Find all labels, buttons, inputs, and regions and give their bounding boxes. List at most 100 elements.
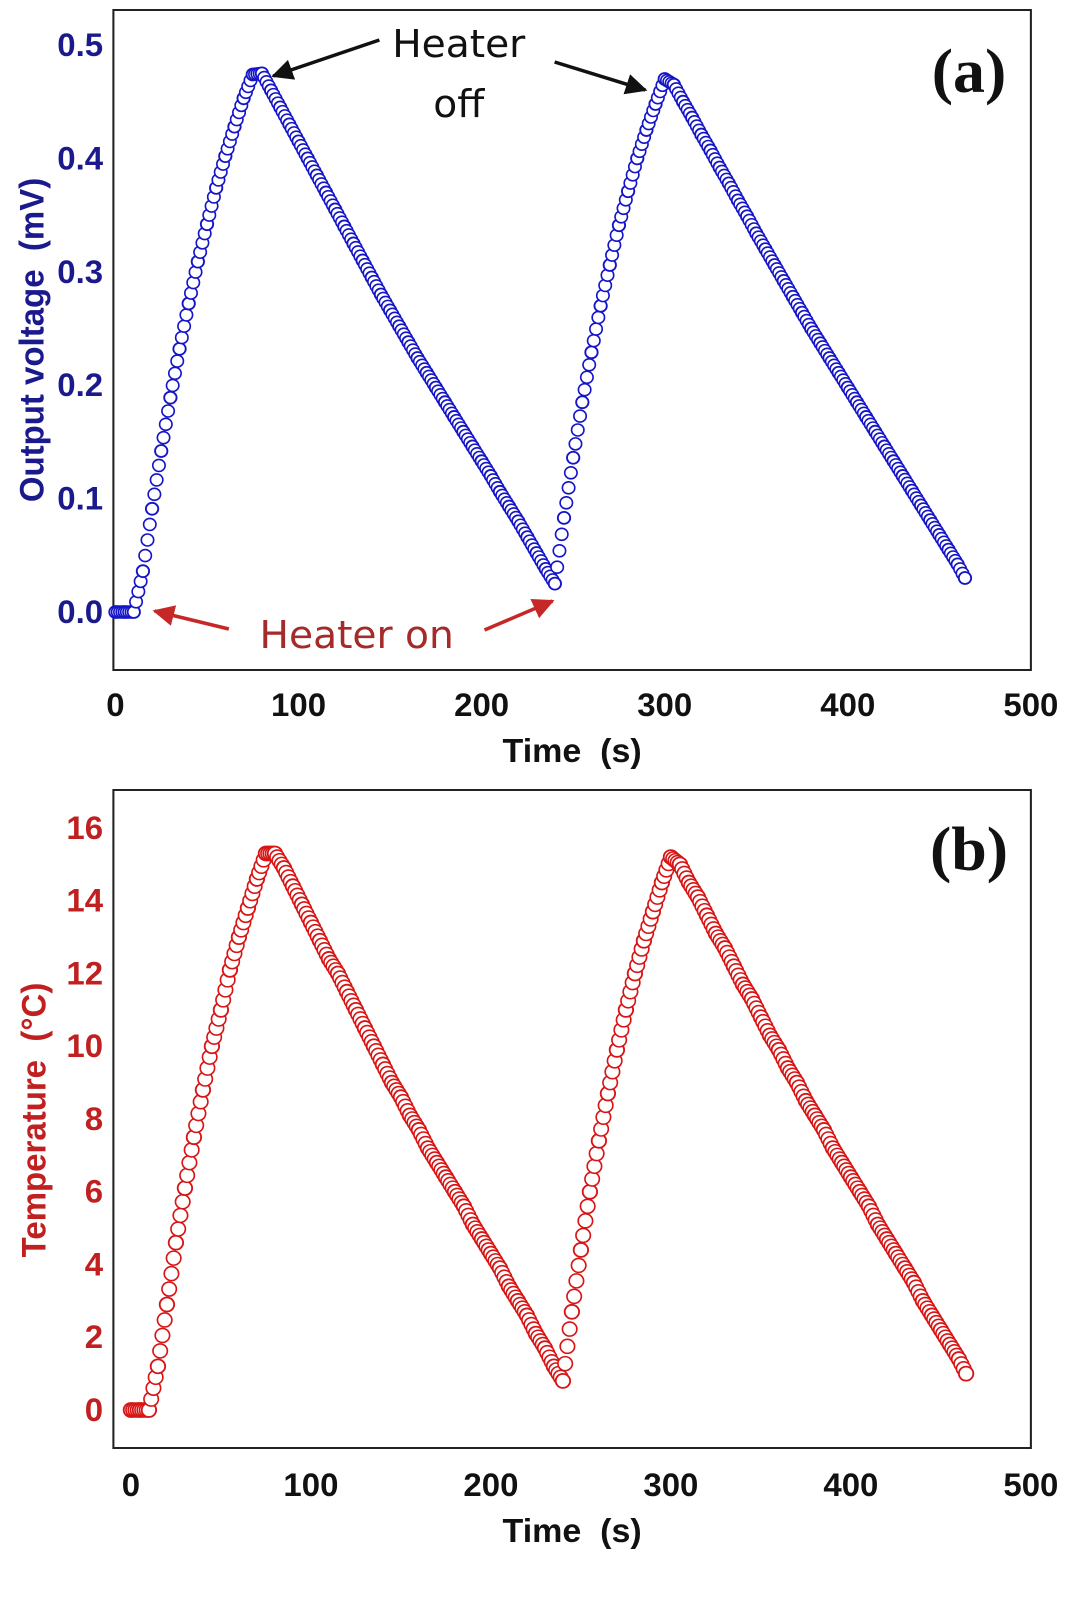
data-point-interpolated	[588, 1145, 605, 1162]
data-point-interpolated	[179, 308, 194, 322]
y-tick-label: 0.2	[57, 368, 103, 403]
data-point-interpolated	[568, 1273, 585, 1289]
y-tick-label: 12	[66, 956, 103, 991]
data-point-interpolated	[570, 423, 585, 437]
x-tick-labels-a: 0 100 200 300 400 500	[106, 687, 1058, 722]
y-tick-labels-b: 0 2 4 6 8 10 12 14 16	[66, 810, 103, 1427]
data-point-interpolated	[183, 1142, 200, 1158]
data-point-interpolated	[151, 458, 166, 473]
data-point-interpolated	[591, 310, 606, 325]
data-point-interpolated	[142, 517, 157, 532]
data-point-interpolated	[165, 1250, 182, 1266]
data-point	[581, 1183, 599, 1200]
data-point-interpolated	[174, 330, 189, 345]
y-tick-label: 0.3	[57, 254, 103, 289]
y-axis-title-b: Temperature (°C)	[16, 983, 54, 1258]
data-points-b	[122, 845, 975, 1418]
data-point	[149, 1358, 167, 1375]
data-point-interpolated	[149, 473, 164, 487]
y-tick-label: 0.0	[57, 594, 103, 629]
x-axis-title-b: Time (s)	[503, 1513, 642, 1549]
data-point	[154, 444, 169, 458]
annotation-heater-off-line2: off	[433, 83, 485, 127]
data-point	[547, 576, 562, 591]
panel-label-b: (b)	[930, 815, 1008, 884]
data-point	[172, 342, 187, 356]
data-point-interpolated	[561, 481, 576, 495]
data-point	[556, 510, 572, 525]
data-point-interpolated	[559, 1338, 576, 1355]
data-point-interpolated	[552, 543, 567, 558]
data-point-interpolated	[140, 533, 155, 547]
y-tick-label: 0.5	[57, 27, 103, 62]
data-point-interpolated	[568, 437, 583, 451]
y-tick-label: 8	[85, 1101, 103, 1136]
data-point-interpolated	[147, 487, 162, 502]
x-tick-labels-b: 0 100 200 300 400 500	[122, 1467, 1059, 1502]
x-axis-title-a: Time (s)	[503, 733, 642, 769]
data-point-interpolated	[586, 333, 601, 348]
x-tick-label: 0	[122, 1467, 140, 1502]
data-point	[563, 1303, 581, 1320]
data-point-interpolated	[167, 366, 182, 381]
y-tick-label: 10	[66, 1029, 103, 1064]
x-tick-label: 400	[820, 687, 875, 722]
data-point	[135, 564, 151, 579]
y-tick-label: 0.4	[57, 141, 103, 176]
data-point-interpolated	[161, 404, 176, 418]
y-tick-label: 14	[66, 883, 103, 918]
panel-a: 0 100 200 300 400 500 0.0 0.1 0.2 0.3 0.4 0.5 Time…	[14, 9, 1058, 770]
data-point-interpolated	[181, 1154, 198, 1171]
data-point-interpolated	[579, 1198, 596, 1215]
data-point-interpolated	[177, 319, 192, 334]
y-tick-labels-a: 0.0 0.1 0.2 0.3 0.4 0.5	[57, 27, 103, 629]
y-tick-label: 6	[85, 1174, 103, 1209]
data-point	[566, 450, 581, 465]
data-point-interpolated	[559, 496, 574, 510]
data-point-interpolated	[138, 548, 153, 563]
arrow-heater-on-2	[483, 598, 555, 632]
data-point-interpolated	[589, 322, 604, 336]
x-tick-label: 200	[463, 1467, 518, 1502]
data-point-interpolated	[579, 370, 594, 385]
y-tick-label: 2	[85, 1320, 103, 1355]
x-tick-label: 0	[106, 687, 124, 722]
plot-frame-a	[112, 9, 1032, 671]
data-point-interpolated	[582, 357, 597, 372]
y-tick-label: 0.1	[57, 481, 103, 516]
x-tick-label: 500	[1003, 687, 1058, 722]
data-point-interpolated	[170, 1221, 187, 1237]
data-point-interpolated	[161, 1281, 178, 1297]
data-point	[575, 395, 590, 410]
data-point	[554, 1373, 572, 1389]
data-point-interpolated	[158, 417, 173, 432]
x-tick-label: 200	[454, 687, 509, 722]
data-point	[167, 1234, 185, 1251]
data-point-interpolated	[563, 466, 578, 480]
annotation-heater-on: Heater on	[260, 614, 454, 658]
data-point-interpolated	[577, 382, 592, 397]
data-point	[957, 1365, 975, 1382]
data-point-interpolated	[554, 527, 569, 542]
data-point-interpolated	[577, 1213, 594, 1229]
data-point-interpolated	[550, 560, 565, 575]
data-point	[176, 1180, 194, 1197]
arrow-heater-off-2	[554, 60, 648, 95]
data-point-interpolated	[163, 1265, 180, 1282]
data-point-interpolated	[172, 1207, 189, 1224]
x-tick-label: 500	[1003, 1467, 1058, 1502]
data-point	[957, 571, 973, 585]
data-point-interpolated	[573, 409, 588, 423]
data-point-interpolated	[179, 1167, 196, 1184]
data-point-interpolated	[156, 430, 171, 445]
x-tick-label: 400	[823, 1467, 878, 1502]
data-point	[163, 390, 178, 405]
x-tick-label: 100	[283, 1467, 338, 1502]
data-point-interpolated	[165, 378, 180, 393]
data-point-interpolated	[575, 1227, 592, 1244]
data-point	[572, 1242, 590, 1258]
data-point-interpolated	[170, 354, 185, 368]
y-axis-title-a: Output voltage (mV)	[14, 178, 52, 502]
